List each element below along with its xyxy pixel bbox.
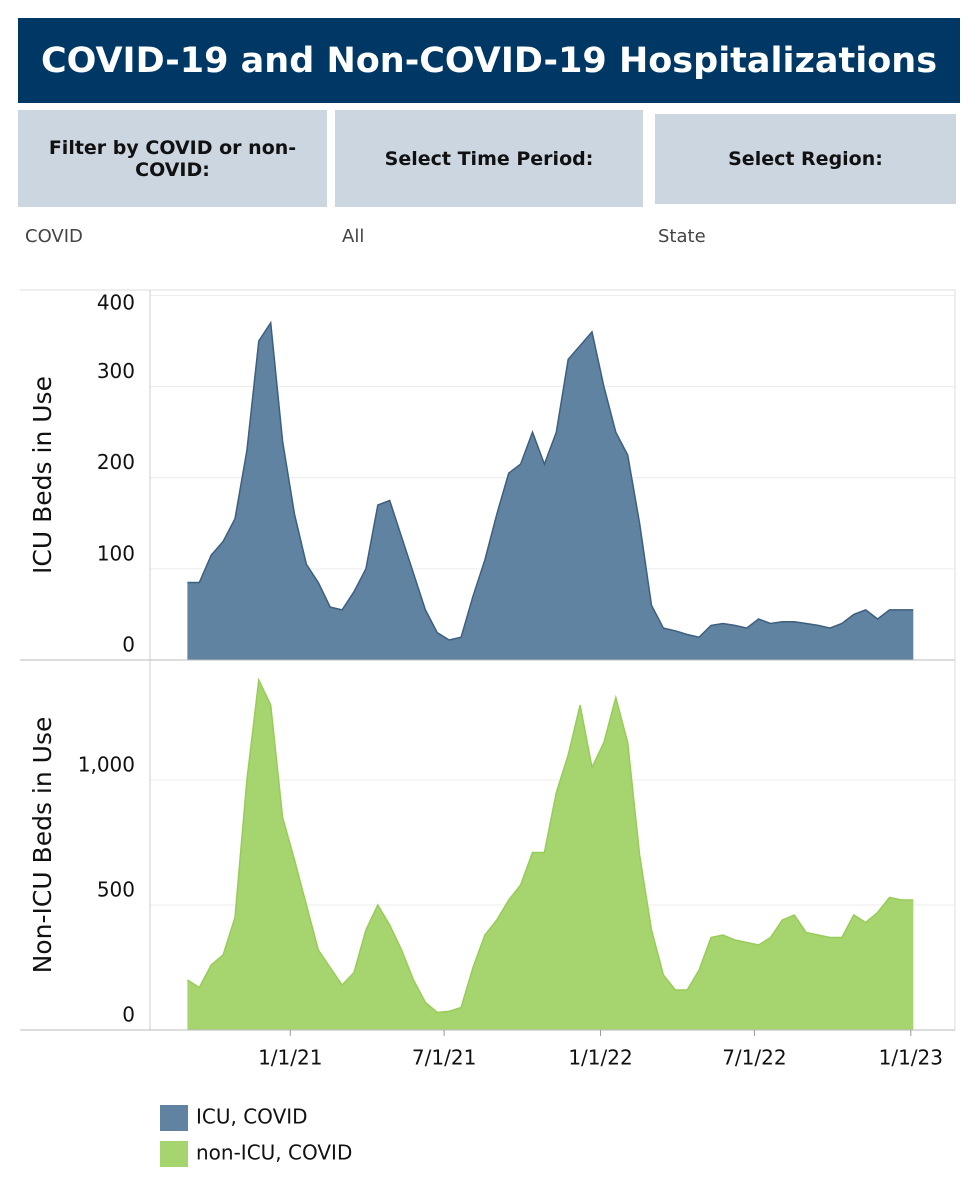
area-line [187, 320, 914, 641]
x-tick-label: 1/1/23 [879, 1046, 943, 1070]
x-tick-label: 1/1/22 [568, 1046, 632, 1070]
legend-swatch [160, 1141, 188, 1167]
filter-value[interactable]: All [342, 226, 365, 247]
filter-value[interactable]: COVID [25, 226, 83, 247]
area-line [187, 677, 914, 1014]
area [187, 680, 914, 1030]
y-tick-label: 400 [97, 291, 135, 315]
legend-swatch [160, 1105, 188, 1131]
y-tick-label: 0 [122, 1003, 135, 1027]
y-tick-label: 500 [97, 878, 135, 902]
filter-value[interactable]: State [658, 226, 706, 247]
x-tick-label: 1/1/21 [258, 1046, 322, 1070]
y-axis-title: Non-ICU Beds in Use [28, 717, 57, 974]
y-tick-label: 100 [97, 541, 135, 565]
y-tick-label: 0 [122, 633, 135, 657]
filter-label: Filter by COVID or non-COVID: [18, 110, 327, 207]
legend-label: non-ICU, COVID [196, 1141, 352, 1165]
area [187, 322, 914, 660]
y-tick-label: 200 [97, 450, 135, 474]
filter-label: Select Region: [655, 114, 956, 204]
x-tick-label: 7/1/22 [722, 1046, 786, 1070]
y-tick-label: 300 [97, 359, 135, 383]
x-tick-label: 7/1/21 [412, 1046, 476, 1070]
y-axis-title: ICU Beds in Use [28, 376, 57, 574]
filter-label: Select Time Period: [335, 110, 643, 207]
y-tick-label: 1,000 [78, 753, 135, 777]
legend-label: ICU, COVID [196, 1105, 308, 1129]
dashboard-title: COVID-19 and Non-COVID-19 Hospitalizatio… [18, 18, 960, 103]
